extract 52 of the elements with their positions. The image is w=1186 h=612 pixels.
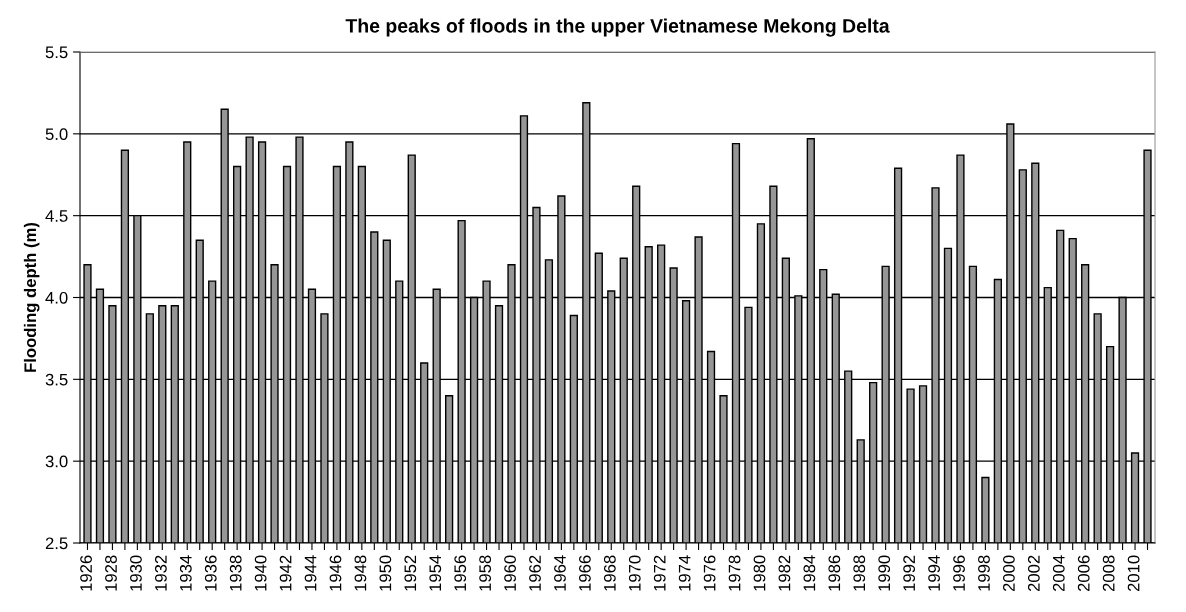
x-tick-label: 1944 xyxy=(304,555,317,591)
x-tick-label: 1986 xyxy=(828,555,841,591)
chart-title: The peaks of floods in the upper Vietnamese Mekong Delta xyxy=(345,18,890,37)
x-tick-label: 1952 xyxy=(404,555,417,591)
x-tick-label: 2010 xyxy=(1127,555,1140,592)
x-tick-label: 1968 xyxy=(603,555,616,591)
y-tick-label: 5.0 xyxy=(45,128,68,141)
x-tick-label: 1954 xyxy=(429,555,442,591)
x-tick-label: 1992 xyxy=(903,555,916,591)
x-tick-label: 1978 xyxy=(728,555,741,591)
x-tick-label: 1974 xyxy=(678,555,691,591)
x-tick-label: 1966 xyxy=(578,555,591,591)
x-tick-label: 1962 xyxy=(529,555,541,591)
x-tick-label: 2000 xyxy=(1003,555,1015,592)
x-tick-label: 1956 xyxy=(454,555,467,591)
x-tick-label: 2004 xyxy=(1052,555,1065,592)
x-tick-label: 1942 xyxy=(279,555,292,591)
y-tick-label: 4.5 xyxy=(45,210,68,222)
x-tick-label: 1998 xyxy=(978,555,990,591)
x-tick-label: 2006 xyxy=(1077,555,1090,592)
x-tick-label: 1940 xyxy=(254,555,267,591)
x-tick-label: 1958 xyxy=(479,555,492,591)
x-tick-label: 1982 xyxy=(778,555,791,591)
x-tick-label: 1946 xyxy=(329,555,342,591)
x-tick-label: 1988 xyxy=(853,555,866,591)
y-tick-label: 5.5 xyxy=(45,46,68,59)
x-tick-label: 1976 xyxy=(703,555,716,591)
y-tick-label: 4.0 xyxy=(45,291,68,304)
x-tick-label: 1980 xyxy=(753,555,766,591)
x-tick-label: 1926 xyxy=(80,555,92,591)
x-tick-label: 1972 xyxy=(653,555,666,591)
x-tick-label: 1964 xyxy=(554,555,566,591)
x-tick-label: 2008 xyxy=(1102,555,1115,592)
x-tick-label: 1950 xyxy=(379,555,392,591)
y-tick-label: 3.5 xyxy=(45,373,68,386)
x-tick-label: 1948 xyxy=(354,555,367,591)
x-tick-label: 1984 xyxy=(803,555,816,591)
x-tick-label: 1934 xyxy=(179,555,192,591)
x-tick-label: 1928 xyxy=(105,555,117,591)
x-tick-label: 1994 xyxy=(928,555,940,591)
x-tick-label: 1932 xyxy=(154,555,167,591)
y-axis-title: Flooding depth (m) xyxy=(23,222,40,372)
x-tick-label: 1936 xyxy=(204,555,217,591)
x-tick-label: 2002 xyxy=(1027,555,1040,592)
x-tick-label: 1938 xyxy=(229,555,242,591)
y-tick-label: 3.0 xyxy=(45,455,68,468)
x-tick-label: 1990 xyxy=(878,555,891,591)
x-tick-label: 1970 xyxy=(628,555,641,591)
x-tick-label: 1960 xyxy=(504,555,516,591)
y-tick-label: 2.5 xyxy=(45,537,68,550)
x-tick-label: 1996 xyxy=(953,555,965,591)
x-tick-label: 1930 xyxy=(130,555,142,591)
